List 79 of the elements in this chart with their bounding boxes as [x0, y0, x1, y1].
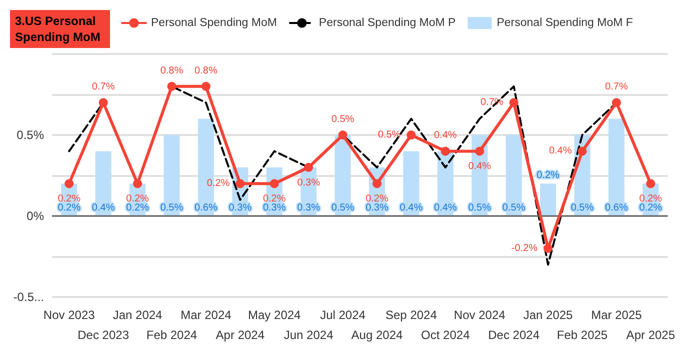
data-label: 0.7%: [605, 82, 628, 93]
data-label: -0.2%: [511, 242, 538, 254]
data-label: 0.5%: [160, 202, 184, 214]
x-tick-label: Mar 2025: [591, 308, 642, 322]
x-tick-label: May 2024: [248, 308, 302, 322]
legend-label: Personal Spending MoM P: [318, 17, 456, 29]
y-tick-label: 0%: [26, 209, 44, 223]
data-label: 0.2%: [262, 194, 286, 205]
x-tick-label: Jul 2024: [320, 308, 366, 322]
data-label: 0.2%: [536, 170, 560, 182]
point: [270, 179, 279, 188]
data-label: 0.2%: [206, 178, 230, 190]
data-label: 0.5%: [331, 202, 354, 214]
point: [612, 98, 621, 108]
data-label: 0.5%: [378, 130, 401, 140]
point: [64, 179, 74, 188]
data-label: 0.4%: [434, 202, 457, 214]
x-tick-label: Nov 2023: [43, 308, 96, 322]
data-label: 0.4%: [400, 202, 423, 214]
data-label: 0.5%: [468, 202, 492, 214]
point: [440, 146, 450, 156]
data-label: 0.2%: [366, 194, 388, 205]
data-label: 0.4%: [434, 130, 457, 142]
data-label: 0.6%: [194, 202, 218, 214]
data-label: 0.3%: [297, 177, 320, 188]
data-label: 0.4%: [548, 146, 572, 157]
point: [201, 82, 210, 91]
chart-title: 3.US Personal Spending MoM: [15, 14, 100, 44]
x-tick-label: Feb 2024: [146, 328, 198, 342]
data-label: 0.5%: [331, 114, 354, 125]
data-label: 0.3%: [366, 202, 388, 214]
legend-label: Personal Spending MoM: [151, 17, 277, 29]
point: [406, 130, 416, 140]
x-tick-label: Apr 2025: [626, 328, 676, 342]
data-label: 0.7%: [92, 82, 115, 93]
point: [475, 146, 484, 156]
bar: [540, 184, 556, 216]
point: [646, 179, 656, 188]
point: [167, 82, 176, 91]
x-tick-label: Oct 2024: [421, 328, 470, 342]
y-tick-label: 0.5%: [16, 128, 44, 142]
data-label: 0.3%: [228, 202, 252, 214]
point: [338, 130, 348, 140]
data-label: 0.2%: [58, 194, 81, 205]
data-label: 0.2%: [126, 194, 150, 205]
x-tick-label: Feb 2025: [556, 328, 608, 342]
point: [578, 146, 587, 156]
data-label: 0.5%: [502, 202, 526, 214]
point: [304, 162, 314, 172]
x-tick-label: Mar 2024: [180, 308, 232, 322]
data-label: 0.2%: [58, 202, 81, 214]
data-label: 0.2%: [126, 202, 150, 214]
x-tick-label: Jun 2024: [284, 328, 334, 342]
data-label: 0.4%: [92, 202, 115, 214]
x-tick-label: Aug 2024: [351, 328, 403, 342]
data-label: 0.8%: [160, 65, 184, 76]
point: [372, 179, 382, 188]
data-label: 0.4%: [468, 161, 492, 172]
data-label: 0.3%: [297, 202, 320, 214]
point: [236, 179, 245, 188]
x-tick-label: Sep 2024: [386, 308, 438, 322]
x-tick-label: Dec 2023: [78, 328, 130, 342]
point: [509, 98, 518, 108]
data-label: 0.3%: [262, 202, 286, 214]
x-tick-label: Dec 2024: [488, 328, 540, 342]
data-label: 0.6%: [605, 202, 628, 214]
point: [133, 179, 142, 188]
x-tick-label: Apr 2024: [216, 328, 265, 342]
x-tick-label: Nov 2024: [454, 308, 506, 322]
data-label: 0.2%: [639, 202, 662, 214]
point: [544, 244, 553, 253]
point: [98, 98, 108, 108]
y-tick-label: -0.5...: [13, 290, 44, 304]
x-tick-label: Jan 2025: [523, 308, 574, 322]
data-label: 0.5%: [570, 202, 594, 214]
data-label: 0.8%: [194, 65, 218, 76]
data-label: 0.2%: [639, 194, 662, 205]
legend-label: Personal Spending MoM F: [496, 17, 633, 29]
x-tick-label: Jan 2024: [112, 308, 163, 322]
